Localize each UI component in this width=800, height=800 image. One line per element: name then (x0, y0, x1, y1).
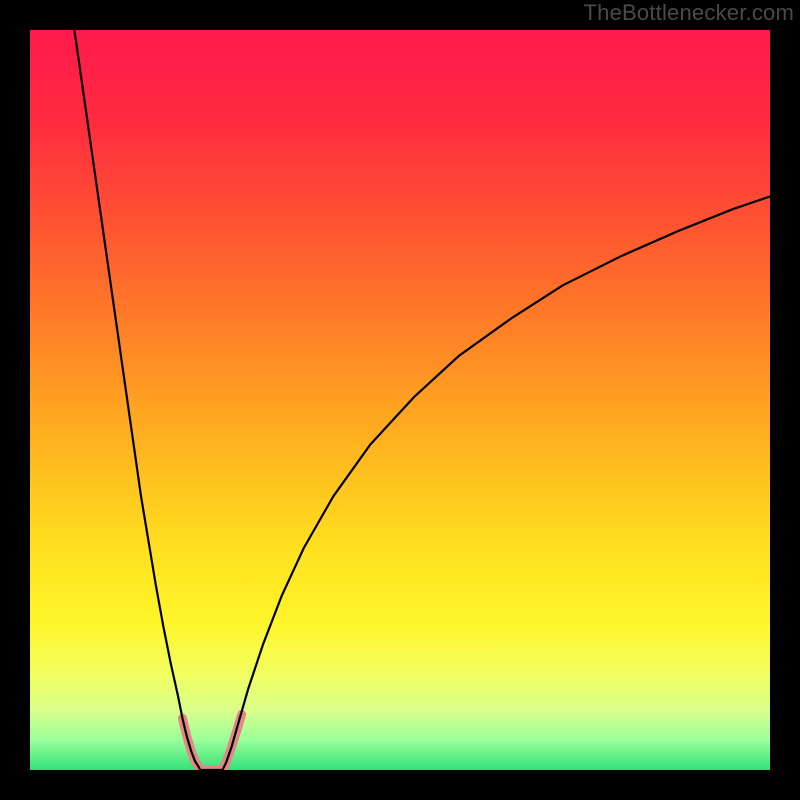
curve-layer (30, 30, 770, 770)
plot-area (30, 30, 770, 770)
watermark-text: TheBottlenecker.com (584, 0, 794, 26)
curve-left-branch (74, 30, 200, 770)
curve-right-branch (222, 197, 770, 771)
chart-root: TheBottlenecker.com (0, 0, 800, 800)
